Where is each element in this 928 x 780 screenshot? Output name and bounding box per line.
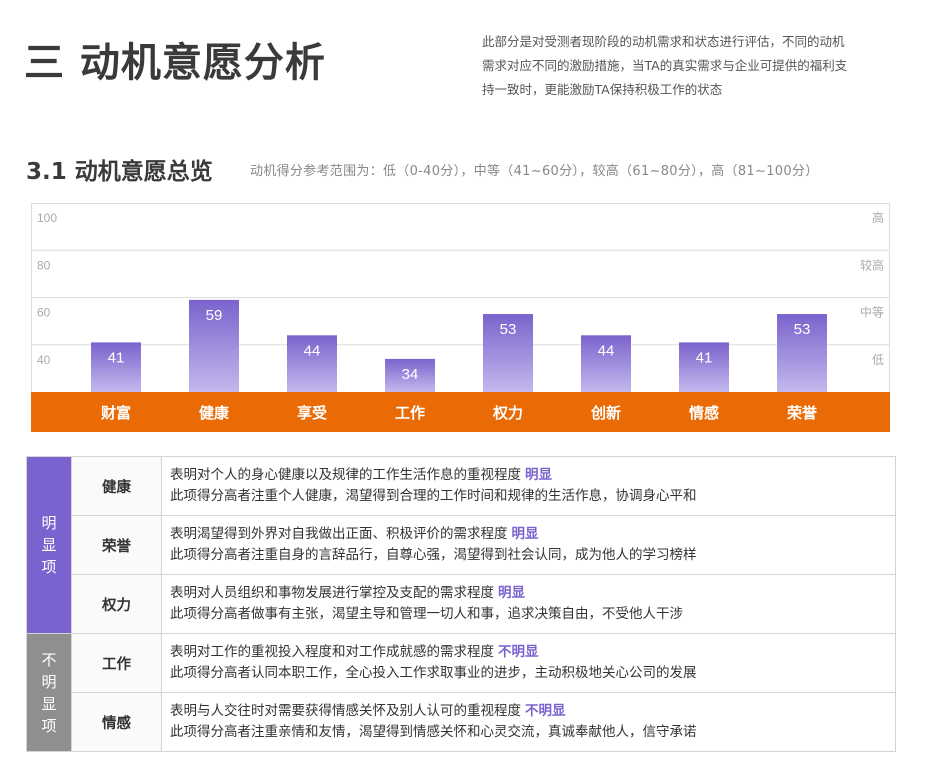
factor-name: 荣誉: [71, 515, 162, 575]
factor-description: 表明对工作的重视投入程度和对工作成就感的需求程度 不明显 此项得分高者认同本职工作…: [161, 633, 896, 693]
motivation-description-table: 明 显 项 健康 表明对个人的身心健康以及规律的工作生活作息的重视程度 明显 此项…: [26, 456, 896, 752]
table-row: 荣誉 表明渴望得到外界对自我做出正面、积极评价的需求程度 明显 此项得分高者注重自…: [27, 515, 896, 575]
intro-paragraph: 此部分是对受测者现阶段的动机需求和状态进行评估，不同的动机 需求对应不同的激励措…: [482, 30, 902, 102]
bar-value-label: 53: [500, 321, 517, 338]
group-label-char: 项: [41, 716, 57, 735]
description-line1: 表明对工作的重视投入程度和对工作成就感的需求程度 不明显: [170, 642, 895, 663]
group-label-weak: 不 明 显 项: [26, 633, 72, 752]
factor-name: 权力: [71, 574, 162, 634]
group-label-char: 显: [41, 694, 57, 713]
description-line2: 此项得分高者注重亲情和友情，渴望得到情感关怀和心灵交流，真诚奉献他人，信守承诺: [170, 724, 697, 740]
x-tick-label: 荣誉: [786, 404, 818, 422]
table-row: 情感 表明与人交往时对需要获得情感关怀及别人认可的重视程度 不明显 此项得分高者注…: [27, 692, 896, 752]
table-row: 明 显 项 健康 表明对个人的身心健康以及规律的工作生活作息的重视程度 明显 此项…: [26, 456, 896, 634]
motivation-bar-chart: 40 低 60 中等 80 较高 100 高 41 59 44 34 53 44 41 53 财富 健康 享受 工作 权…: [31, 203, 890, 433]
y-tick-label: 80: [37, 258, 51, 272]
bar-value-label: 53: [794, 321, 811, 338]
description-line1: 表明对人员组织和事物发展进行掌控及支配的需求程度 明显: [170, 583, 895, 604]
y-tick-label: 100: [37, 211, 57, 225]
description-line2: 此项得分高者注重自身的言辞品行，自尊心强，渴望得到社会认同，成为他人的学习榜样: [170, 547, 697, 563]
intro-line: 需求对应不同的激励措施，当TA的真实需求与企业可提供的福利支: [482, 58, 848, 73]
description-line1: 表明与人交往时对需要获得情感关怀及别人认可的重视程度 不明显: [170, 701, 895, 722]
description-line1: 表明对个人的身心健康以及规律的工作生活作息的重视程度 明显: [170, 465, 895, 486]
table-row: 不 明 显 项 工作 表明对工作的重视投入程度和对工作成就感的需求程度 不明显 此…: [26, 633, 896, 752]
x-tick-label: 享受: [297, 404, 327, 422]
group-label-char: 项: [41, 558, 57, 576]
level-badge: 明显: [511, 526, 539, 542]
factor-name: 情感: [71, 692, 162, 752]
bar: [189, 299, 239, 392]
bar: [385, 358, 435, 392]
intro-line: 持一致时，更能激励TA保持积极工作的状态: [482, 82, 723, 97]
factor-name: 健康: [71, 456, 162, 516]
description-line2: 此项得分高者做事有主张，渴望主导和管理一切人和事，追求决策自由，不受他人干涉: [170, 606, 683, 622]
x-tick-label: 情感: [689, 404, 719, 422]
factor-description: 表明与人交往时对需要获得情感关怀及别人认可的重视程度 不明显 此项得分高者注重亲情…: [161, 692, 896, 752]
bar: [581, 335, 631, 392]
level-label: 中等: [860, 305, 884, 320]
bar-value-label: 41: [696, 349, 713, 366]
level-badge: 明显: [498, 585, 525, 601]
intro-line: 此部分是对受测者现阶段的动机需求和状态进行评估，不同的动机: [482, 34, 845, 49]
bar-value-label: 44: [304, 342, 321, 359]
x-tick-label: 工作: [395, 404, 425, 422]
category-band: [31, 392, 890, 432]
description-text: 表明对工作的重视投入程度和对工作成就感的需求程度: [170, 644, 494, 660]
page-title: 三 动机意愿分析: [24, 40, 326, 86]
bar: [679, 342, 729, 392]
bar: [777, 314, 827, 392]
y-tick-label: 40: [37, 353, 51, 367]
bar-value-label: 41: [108, 349, 125, 366]
level-badge: 明显: [525, 467, 552, 483]
group-label-strong: 明 显 项: [26, 456, 72, 634]
level-label: 较高: [860, 257, 884, 272]
bar: [287, 335, 337, 392]
bar-value-label: 59: [206, 307, 223, 324]
group-label-char: 不: [41, 650, 57, 669]
group-label-char: 显: [41, 536, 57, 554]
x-tick-label: 创新: [590, 404, 621, 422]
group-label-char: 明: [41, 672, 57, 691]
description-text: 表明渴望得到外界对自我做出正面、积极评价的需求程度: [170, 526, 508, 542]
description-line1: 表明渴望得到外界对自我做出正面、积极评价的需求程度 明显: [170, 524, 895, 545]
description-line2: 此项得分高者认同本职工作，全心投入工作求取事业的进步，主动积极地关心公司的发展: [170, 665, 697, 681]
y-tick-label: 60: [37, 306, 51, 320]
description-text: 表明与人交往时对需要获得情感关怀及别人认可的重视程度: [170, 703, 521, 719]
x-tick-label: 权力: [492, 404, 523, 422]
table-row: 权力 表明对人员组织和事物发展进行掌控及支配的需求程度 明显 此项得分高者做事有主…: [27, 574, 896, 634]
x-tick-label: 健康: [199, 404, 230, 422]
level-label: 高: [872, 210, 884, 225]
factor-description: 表明对个人的身心健康以及规律的工作生活作息的重视程度 明显 此项得分高者注重个人健…: [161, 456, 896, 516]
chart-canvas: 40 低 60 中等 80 较高 100 高 41 59 44 34 53 44 41 53 财富 健康 享受 工作 权…: [31, 203, 890, 432]
description-text: 表明对人员组织和事物发展进行掌控及支配的需求程度: [170, 585, 494, 601]
description-text: 表明对个人的身心健康以及规律的工作生活作息的重视程度: [170, 467, 521, 483]
level-badge: 不明显: [498, 644, 539, 660]
bar: [483, 314, 533, 392]
group-label-char: 明: [41, 514, 57, 532]
bar-value-label: 44: [598, 342, 615, 359]
level-badge: 不明显: [525, 703, 566, 719]
bar: [91, 342, 141, 392]
description-line2: 此项得分高者注重个人健康，渴望得到合理的工作时间和规律的生活作息，协调身心平和: [170, 488, 697, 504]
x-tick-label: 财富: [101, 404, 131, 422]
factor-name: 工作: [71, 633, 162, 693]
factor-description: 表明对人员组织和事物发展进行掌控及支配的需求程度 明显 此项得分高者做事有主张，渴…: [161, 574, 896, 634]
bar-value-label: 34: [402, 366, 419, 383]
score-range-note: 动机得分参考范围为：低（0-40分），中等（41~60分），较高（61~80分）…: [250, 164, 819, 179]
section-title: 3.1 动机意愿总览: [26, 159, 213, 185]
level-label: 低: [872, 353, 884, 367]
factor-description: 表明渴望得到外界对自我做出正面、积极评价的需求程度 明显 此项得分高者注重自身的言…: [161, 515, 896, 575]
